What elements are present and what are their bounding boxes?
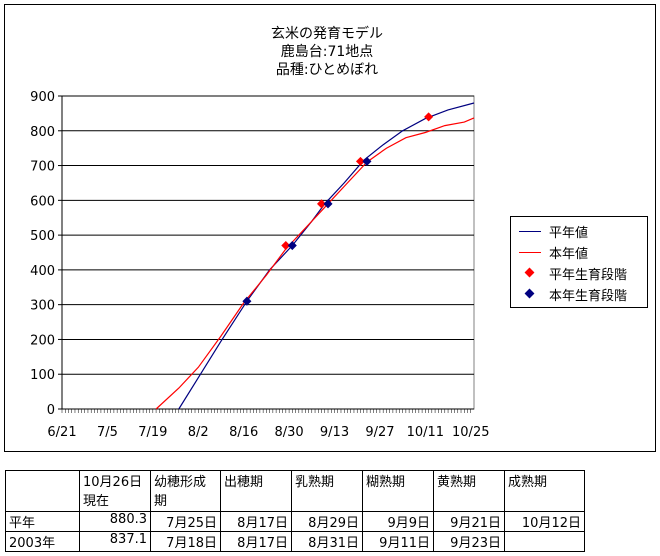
- y-tick-label: 900: [30, 90, 55, 105]
- table-row: 2003年 837.1 7月18日 8月17日 8月31日 9月11日 9月23…: [5, 531, 585, 552]
- y-tick-label: 0: [47, 403, 55, 418]
- table-cell: [504, 531, 585, 552]
- legend-label: 本年値: [549, 246, 589, 262]
- x-tick-label: 8/2: [188, 425, 209, 440]
- y-tick-label: 500: [30, 229, 55, 244]
- table-cell: 8月17日: [220, 531, 292, 552]
- y-tick-label: 700: [30, 160, 55, 175]
- y-tick-label: 800: [30, 125, 55, 140]
- y-tick-label: 200: [30, 333, 55, 348]
- x-tick-label: 10/11: [407, 425, 444, 440]
- x-tick-label: 7/19: [138, 425, 167, 440]
- chart-title-line: 鹿島台:71地点: [281, 43, 374, 60]
- table-cell: 9月23日: [433, 531, 505, 552]
- x-tick-label: 6/21: [47, 425, 76, 440]
- table-cell: 10月12日: [504, 511, 585, 532]
- table-header-cell: [5, 470, 80, 512]
- table-row: 平年 880.3 7月25日 8月17日 8月29日 9月9日 9月21日 10…: [5, 511, 585, 532]
- growth-stage-table: 10月26日現在 幼穂形成期 出穂期 乳熟期 糊熟期 黄熟期 成熟期 平年 88…: [5, 470, 585, 552]
- x-tick-label: 8/30: [274, 425, 303, 440]
- table-cell: 7月18日: [150, 531, 221, 552]
- y-tick-label: 600: [30, 194, 55, 209]
- table-cell: 7月25日: [150, 511, 221, 532]
- table-cell: 880.3: [79, 511, 151, 532]
- table-cell: 2003年: [5, 531, 80, 552]
- table-header-cell: 幼穂形成期: [150, 470, 221, 512]
- table-header-cell: 乳熟期: [291, 470, 363, 512]
- table-cell: 9月9日: [362, 511, 434, 532]
- table-cell: 9月21日: [433, 511, 505, 532]
- table-cell: 9月11日: [362, 531, 434, 552]
- legend-item: 本年値: [517, 242, 588, 262]
- stage-marker: [281, 241, 291, 251]
- x-tick-label: 8/16: [229, 425, 258, 440]
- chart-frame: 玄米の発育モデル 鹿島台:71地点 品種:ひとめぼれ 0 100 200 300 400 50…: [4, 4, 656, 452]
- chart-title-line: 玄米の発育モデル: [271, 25, 383, 42]
- x-tick-label: 9/27: [365, 425, 394, 440]
- table-cell: 8月31日: [291, 531, 363, 552]
- y-tick-label: 400: [30, 264, 55, 279]
- legend-item: 平年生育段階: [517, 263, 627, 283]
- legend-item: 平年値: [517, 221, 588, 241]
- table-cell: 平年: [5, 511, 80, 532]
- stage-marker: [316, 199, 327, 209]
- table-cell: 8月29日: [291, 511, 363, 532]
- legend-label: 本年生育段階: [549, 288, 628, 304]
- stage-marker: [355, 156, 366, 166]
- legend-label: 平年生育段階: [549, 267, 628, 283]
- table-header-row: 10月26日現在 幼穂形成期 出穂期 乳熟期 糊熟期 黄熟期 成熟期: [5, 470, 585, 512]
- table-header-cell: 出穂期: [220, 470, 292, 512]
- table-header-cell: 糊熟期: [362, 470, 434, 512]
- table-header-cell: 10月26日現在: [79, 470, 151, 512]
- plot-area: [61, 95, 475, 410]
- y-tick-label: 300: [30, 299, 55, 314]
- chart-title-line: 品種:ひとめぼれ: [276, 62, 378, 78]
- x-tick-label: 7/5: [97, 425, 118, 440]
- legend-item: 本年生育段階: [517, 284, 627, 304]
- table-cell: 837.1: [79, 531, 151, 552]
- y-tick-label: 100: [30, 368, 55, 383]
- x-tick-label: 10/25: [452, 425, 489, 440]
- legend-label: 平年値: [549, 225, 589, 241]
- table-cell: 8月17日: [220, 511, 292, 532]
- table-header-cell: 黄熟期: [433, 470, 505, 512]
- table-header-cell: 成熟期: [504, 470, 585, 512]
- x-tick-label: 9/13: [320, 425, 349, 440]
- chart-legend: 平年値 本年値 平年生育段階 本年生育段階: [510, 216, 648, 308]
